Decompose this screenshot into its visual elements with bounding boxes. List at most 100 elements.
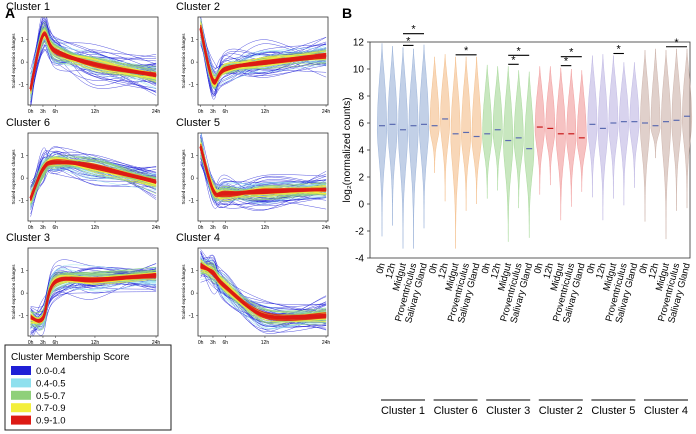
y-tick-label: 4 <box>358 146 364 157</box>
violin <box>566 68 577 207</box>
x-tick-label: 24h <box>322 340 331 346</box>
x-tick-label: 0h <box>198 225 204 231</box>
violin <box>450 56 461 249</box>
core-trend-line <box>29 160 157 199</box>
violin <box>397 47 409 249</box>
y-tick-label: -1 <box>19 199 25 205</box>
y-tick-label: -1 <box>189 314 195 320</box>
x-tick-label: 0h <box>28 340 34 346</box>
cluster-label: Cluster 2 <box>539 405 583 417</box>
plot-frame <box>27 16 159 106</box>
trajectory-line <box>30 271 157 325</box>
violin <box>608 55 619 199</box>
x-tick-label: 0h <box>198 340 204 346</box>
x-tick-label: 12h <box>261 340 270 346</box>
violin <box>534 66 545 195</box>
y-tick-label: -1 <box>19 314 25 320</box>
violin <box>555 67 566 221</box>
y-axis-label: Scaled expression changes <box>11 264 16 320</box>
legend-title: Cluster Membership Score <box>11 352 130 363</box>
violin <box>660 50 672 240</box>
significance-star: * <box>511 54 516 66</box>
y-tick-label: 0 <box>191 291 195 297</box>
violin <box>440 54 451 202</box>
plot-frame <box>197 16 329 106</box>
significance-star: * <box>517 45 522 57</box>
x-tick-label: 24h <box>152 225 161 231</box>
violin <box>503 66 514 242</box>
y-tick-label: 1 <box>191 269 195 275</box>
violin <box>461 56 472 211</box>
legend-label: 0.4-0.5 <box>36 378 66 389</box>
chart-title: Cluster 5 <box>176 117 220 129</box>
y-tick-label: 0 <box>191 176 195 182</box>
trajectory-line <box>200 249 327 313</box>
panel-label-b: B <box>342 5 352 21</box>
y-tick-label: 2 <box>358 173 364 184</box>
legend-swatch <box>11 366 31 375</box>
legend-label: 0.7-0.9 <box>36 403 66 414</box>
core-trend-line <box>199 146 327 196</box>
significance-star: * <box>406 35 411 47</box>
x-tick-label: 24h <box>152 109 161 115</box>
y-tick-label: 0 <box>191 60 195 66</box>
violin <box>408 48 419 249</box>
legend-swatch <box>11 378 31 388</box>
y-tick-label: 8 <box>358 92 364 103</box>
significance-star: * <box>564 56 569 68</box>
chart-title: Cluster 6 <box>6 117 50 129</box>
condition-label: 12h <box>647 262 662 280</box>
core-trend-line <box>199 27 327 84</box>
x-tick-label: 3h <box>210 109 216 115</box>
condition-label: 0h <box>585 262 598 275</box>
violin <box>671 48 682 211</box>
violin <box>482 64 493 199</box>
x-tick-label: 3h <box>40 225 46 231</box>
condition-label: 0h <box>375 262 388 275</box>
violin <box>597 54 608 221</box>
significance-star: * <box>569 47 574 59</box>
plot-frame <box>27 132 159 222</box>
trajectory-group <box>199 17 327 100</box>
violin <box>650 48 661 159</box>
x-tick-label: 12h <box>91 109 100 115</box>
x-tick-label: 6h <box>223 225 229 231</box>
x-tick-label: 3h <box>210 340 216 346</box>
legend-swatch <box>11 403 31 413</box>
condition-label: 12h <box>436 262 451 280</box>
violin <box>513 70 524 209</box>
legend-swatch <box>11 390 31 400</box>
y-tick-label: -1 <box>189 83 195 89</box>
x-tick-label: 6h <box>223 340 229 346</box>
cluster-label: Cluster 5 <box>591 405 635 417</box>
trajectory-group <box>199 249 327 334</box>
trajectory-line <box>30 155 157 203</box>
legend-label: 0.5-0.7 <box>36 391 66 402</box>
trajectory-line <box>200 259 327 326</box>
violin <box>376 43 388 237</box>
y-tick-label: 1 <box>191 154 195 160</box>
violin <box>524 71 535 238</box>
condition-label: 0h <box>532 262 545 275</box>
trajectory-group <box>30 259 157 336</box>
x-tick-label: 3h <box>40 109 46 115</box>
legend-box <box>4 344 172 431</box>
violin <box>576 70 587 192</box>
cluster-label: Cluster 1 <box>381 405 425 417</box>
violin <box>418 44 430 229</box>
trajectory-group <box>29 17 157 105</box>
y-tick-label: 0 <box>358 200 364 211</box>
y-tick-label: -4 <box>355 254 364 265</box>
